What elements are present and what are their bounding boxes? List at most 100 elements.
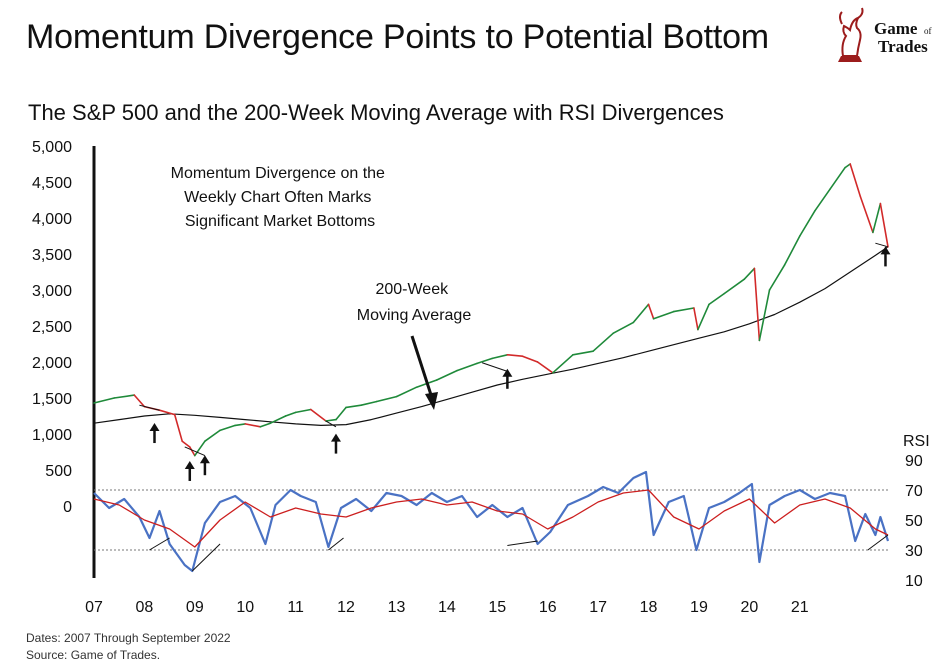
sp500-segment	[375, 395, 398, 403]
x-tick-label: 20	[740, 599, 758, 616]
sp500-segment	[456, 362, 478, 372]
x-tick-label: 09	[186, 599, 204, 616]
ma-label-arrow-shaft	[410, 335, 434, 399]
ma200-line	[93, 246, 889, 426]
series-layer	[93, 163, 890, 573]
footer-source: Source: Game of Trades.	[26, 648, 161, 662]
sp500-segment	[798, 210, 816, 237]
price-divergence-line	[139, 404, 160, 411]
sp500-segment	[269, 415, 287, 425]
rsi-divergence-line	[867, 534, 889, 551]
sp500-segment	[113, 394, 136, 399]
rsi-axis-title: RSI	[903, 433, 930, 450]
sp500-segment	[652, 310, 675, 320]
ma-label-line-2: Moving Average	[357, 307, 472, 324]
rsi-tick-label: 50	[905, 513, 923, 530]
sp500-segment	[849, 163, 862, 198]
ma-label-line-1: 200-Week	[375, 281, 449, 298]
sp500-segment	[204, 429, 221, 443]
sp500-segment	[572, 350, 594, 356]
rsi-tick-label: 70	[905, 483, 923, 500]
sp500-segment	[395, 386, 418, 398]
sp500-segment	[158, 409, 176, 416]
sp500-segment	[844, 163, 852, 169]
price-tick-label: 5,000	[32, 139, 72, 156]
sp500-segment	[708, 292, 726, 306]
sp500-segment	[345, 404, 363, 409]
divergence-note-line-2: Weekly Chart Often Marks	[184, 189, 371, 206]
x-tick-label: 17	[589, 599, 607, 616]
sp500-segment	[783, 235, 801, 266]
price-divergence-line	[184, 446, 206, 457]
logo-line1: Game	[874, 19, 918, 38]
sp500-segment	[506, 354, 524, 357]
price-divergence-line	[482, 362, 508, 372]
rsi-divergence-line	[149, 537, 170, 551]
game-of-trades-logo: Game of Trades	[838, 7, 932, 62]
price-divergence-line	[875, 242, 889, 248]
sp500-segment	[879, 202, 889, 248]
rsi-tick-label: 90	[905, 453, 923, 470]
x-tick-label: 07	[85, 599, 103, 616]
rsi-divergence-line	[328, 537, 344, 551]
bottom-arrows	[149, 246, 891, 481]
sp500-segment	[697, 303, 710, 331]
x-tick-label: 08	[136, 599, 154, 616]
rsi-tick-labels: 10 30 50 70 90	[905, 453, 923, 590]
sp500-segment	[536, 361, 554, 374]
sp500-segment	[325, 418, 337, 422]
sp500-segment	[234, 423, 246, 427]
bull-knight-icon	[838, 7, 864, 62]
logo-line2: Trades	[878, 37, 928, 56]
sp500-segment	[723, 278, 746, 295]
rsi-signal-line	[93, 489, 889, 548]
sp500-segment	[491, 354, 509, 360]
chart-subtitle: The S&P 500 and the 200-Week Moving Aver…	[28, 100, 724, 125]
price-tick-label: 4,500	[32, 175, 72, 192]
footer-dates: Dates: 2007 Through September 2022	[26, 631, 231, 645]
sp500-segment	[758, 289, 771, 342]
sp500-segment	[829, 166, 846, 191]
sp500-segment	[476, 357, 494, 365]
chart: 0 500 1,000 1,500 2,000 2,500 3,000 3,500 4,000 4…	[32, 139, 930, 616]
divergence-note-line-3: Significant Market Bottoms	[185, 213, 375, 230]
rsi-line	[93, 470, 890, 573]
sp500-segment	[768, 264, 786, 291]
up-arrow-icon	[149, 423, 160, 444]
x-tick-label: 12	[337, 599, 355, 616]
price-divergence-line	[325, 420, 337, 428]
x-tick-labels: 07 08 09 10 11 12 13 14 15 16 17 18 19 20 21	[85, 599, 809, 616]
up-arrow-icon	[330, 433, 341, 454]
x-tick-label: 11	[287, 599, 304, 616]
sp500-segment	[435, 369, 458, 381]
price-tick-label: 1,500	[32, 391, 72, 408]
sp500-segment	[309, 408, 327, 422]
sp500-segment	[647, 303, 655, 320]
price-tick-label: 4,000	[32, 211, 72, 228]
x-tick-label: 19	[690, 599, 708, 616]
sp500-segment	[93, 397, 115, 404]
price-tick-label: 3,000	[32, 283, 72, 300]
ma-label-arrow-head	[425, 392, 438, 410]
sp500-segment	[194, 440, 206, 457]
x-tick-label: 10	[236, 599, 254, 616]
price-tick-label: 2,000	[32, 355, 72, 372]
up-arrow-icon	[502, 368, 513, 389]
divergence-note: Momentum Divergence on the Weekly Chart …	[171, 165, 390, 230]
sp500-segment	[335, 406, 347, 421]
sp500-segment	[592, 332, 615, 352]
sp500-segment	[181, 440, 191, 448]
rsi-reference-lines	[94, 489, 888, 551]
x-tick-label: 21	[791, 599, 809, 616]
price-tick-label: 2,500	[32, 319, 72, 336]
price-tick-label: 3,500	[32, 247, 72, 264]
sp500-segment	[189, 446, 196, 457]
page-title: Momentum Divergence Points to Potential …	[26, 18, 769, 56]
divergence-note-line-1: Momentum Divergence on the	[171, 165, 385, 182]
sp500-segment	[294, 408, 312, 414]
sp500-segment	[133, 394, 146, 408]
sp500-segment	[360, 400, 378, 407]
sp500-segment	[753, 267, 761, 342]
sp500-segment	[672, 307, 695, 313]
divergence-lines	[139, 242, 889, 572]
